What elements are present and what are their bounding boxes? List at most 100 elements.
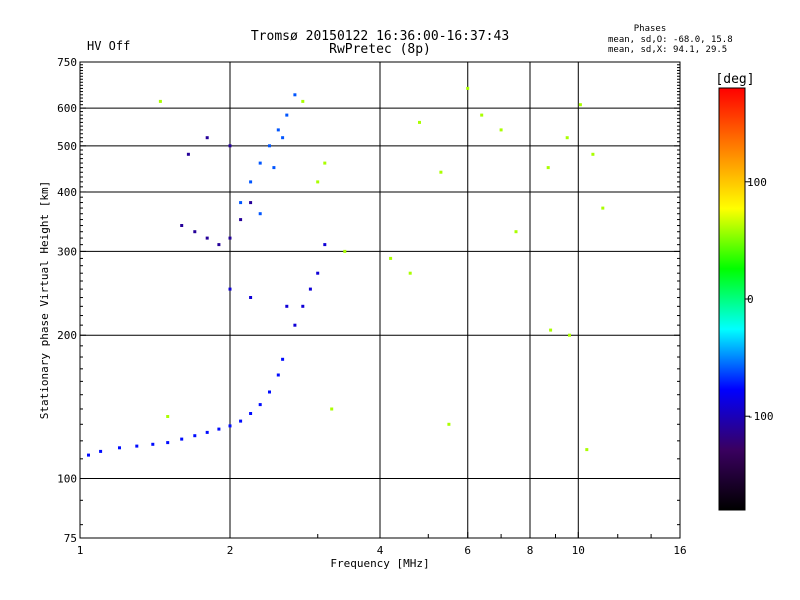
data-point-lower-trace [151, 442, 155, 446]
data-point-lower-trace [249, 412, 253, 415]
data-point-upper-cluster-blue [239, 218, 243, 222]
x-tick-label: 10 [572, 544, 585, 557]
data-point-isolated [418, 120, 421, 124]
data-point-upper-cluster-cyan [293, 93, 297, 97]
data-point-upper-cluster-blue [205, 236, 209, 240]
data-point-upper-cluster-blue [228, 144, 232, 148]
y-axis-ticks: 75 100 200 300 400 500 600 750 [57, 56, 680, 545]
data-point-upper-cluster-blue [228, 236, 232, 240]
data-point-upper-cluster-cyan [258, 212, 262, 216]
data-point-lower-trace [99, 449, 103, 453]
y-tick-label: 750 [57, 56, 77, 69]
data-point-lower-trace [239, 419, 243, 423]
data-point-upper-cluster-blue [180, 224, 184, 227]
data-point-upper-cluster-cyan [239, 201, 243, 205]
x-axis-label: Frequency [MHz] [330, 557, 429, 570]
data-point-isolated [166, 415, 170, 418]
data-point-upper-cluster-blue [205, 136, 209, 140]
data-point-upper-cluster-blue [249, 201, 253, 205]
data-point-lower-trace [166, 441, 170, 445]
y-axis-label: Stationary phase Virtual Height [km] [38, 181, 51, 419]
data-point-isolated [499, 128, 503, 132]
data-point-isolated [578, 103, 582, 107]
data-point-upper-cluster-cyan [281, 136, 285, 140]
data-point-mid-scatter [293, 323, 297, 327]
data-point-mid-scatter [308, 287, 312, 291]
y-tick-label: 500 [57, 140, 77, 153]
data-point-isolated [439, 170, 443, 174]
colorbar-tick-label: -100 [747, 410, 774, 423]
data-point-lower-trace [135, 444, 139, 448]
data-points [87, 86, 605, 457]
data-point-lower-trace [193, 434, 197, 438]
data-point-isolated [389, 256, 393, 260]
y-tick-label: 400 [57, 186, 77, 199]
data-point-lower-trace [276, 373, 280, 377]
data-point-upper-cluster-cyan [272, 166, 276, 170]
data-point-isolated [565, 136, 569, 140]
data-point-isolated [546, 166, 550, 170]
data-point-lower-trace [217, 427, 221, 431]
data-point-isolated [301, 99, 305, 103]
y-tick-label: 300 [57, 245, 77, 258]
status-indicator: HV Off [87, 39, 130, 53]
chart-title-line1: Tromsø 20150122 16:36:00-16:37:43 [251, 29, 509, 44]
data-point-upper-cluster-blue [186, 152, 190, 156]
data-point-lower-trace [281, 357, 285, 361]
data-point-upper-cluster-cyan [258, 161, 262, 165]
data-point-isolated [585, 448, 589, 452]
data-point-lower-trace [87, 453, 90, 457]
chart-title-line2: RwPretec (8p) [329, 42, 431, 57]
colorbar-ticks: 100 0 -100 [745, 176, 774, 423]
data-point-isolated [568, 333, 571, 337]
data-point-mid-scatter [285, 304, 289, 308]
stats-title: Phases [634, 24, 667, 34]
data-point-upper-cluster-blue [193, 230, 197, 234]
data-point-upper-cluster-cyan [276, 128, 280, 132]
x-tick-label: 2 [227, 544, 234, 557]
data-point-mid-scatter [316, 271, 320, 275]
data-point-isolated [323, 161, 327, 165]
y-tick-label: 75 [64, 532, 77, 545]
data-point-lower-trace [258, 403, 262, 407]
colorbar-tick-label: 0 [747, 293, 754, 306]
data-point-isolated [549, 328, 553, 332]
data-point-isolated [447, 422, 451, 426]
y-tick-label: 100 [57, 473, 77, 486]
y-tick-label: 200 [57, 329, 77, 342]
data-point-mid-scatter [228, 287, 232, 291]
y-tick-label: 600 [57, 102, 77, 115]
data-point-isolated [466, 86, 470, 90]
x-tick-label: 8 [527, 544, 534, 557]
data-point-isolated [316, 180, 320, 184]
stats-x-mode: mean, sd,X: 94.1, 29.5 [608, 45, 727, 55]
colorbar [718, 87, 746, 511]
data-point-isolated [158, 99, 162, 103]
colorbar-tick-label: 100 [747, 176, 767, 189]
data-point-mid-scatter [323, 243, 327, 247]
data-point-mid-scatter [249, 296, 253, 299]
x-tick-label: 6 [464, 544, 471, 557]
data-point-lower-trace [205, 430, 209, 434]
data-point-isolated [330, 407, 334, 411]
data-point-upper-cluster-cyan [285, 113, 289, 117]
x-tick-label: 16 [673, 544, 686, 557]
data-point-upper-cluster-cyan [249, 180, 253, 184]
grid-lines [80, 62, 680, 538]
x-tick-label: 1 [77, 544, 84, 557]
data-point-lower-trace [268, 390, 271, 394]
x-axis-ticks: 1 2 4 6 8 10 16 [77, 532, 687, 557]
x-tick-label: 4 [377, 544, 384, 557]
data-point-upper-cluster-blue [217, 243, 221, 247]
stats-o-mode: mean, sd,O: -68.0, 15.8 [608, 35, 733, 45]
data-point-lower-trace [180, 437, 184, 441]
data-point-lower-trace [118, 446, 121, 450]
data-point-isolated [591, 152, 595, 156]
data-point-isolated [514, 230, 518, 234]
data-point-isolated [408, 271, 412, 275]
data-point-isolated [480, 113, 484, 117]
data-point-isolated [343, 249, 347, 253]
data-point-upper-cluster-cyan [268, 144, 271, 148]
data-point-isolated [601, 206, 605, 210]
